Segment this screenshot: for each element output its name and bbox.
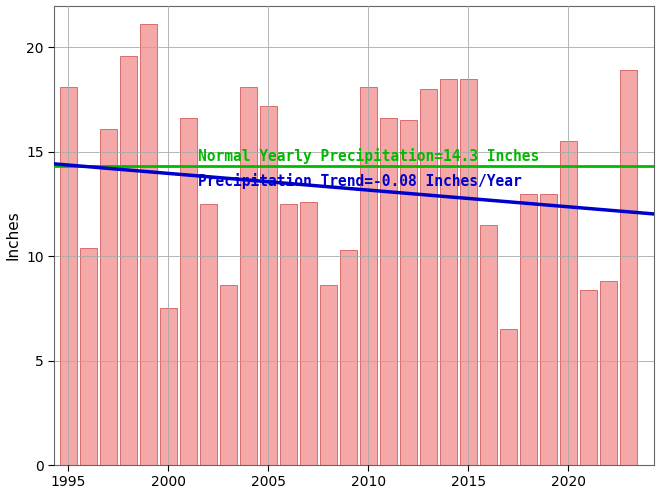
Bar	[540, 194, 557, 465]
Bar	[420, 89, 437, 465]
Bar	[379, 118, 397, 465]
Text: Precipitation Trend=-0.08 Inches/Year: Precipitation Trend=-0.08 Inches/Year	[198, 173, 522, 189]
Bar	[320, 286, 337, 465]
Bar	[620, 70, 637, 465]
Bar	[460, 79, 477, 465]
Bar	[520, 194, 537, 465]
Bar	[160, 308, 177, 465]
Bar	[400, 120, 417, 465]
Bar	[180, 118, 197, 465]
Bar	[220, 286, 237, 465]
Bar	[240, 87, 257, 465]
Bar	[280, 204, 297, 465]
Bar	[59, 87, 77, 465]
Bar	[600, 281, 617, 465]
Bar	[300, 202, 317, 465]
Bar	[580, 290, 597, 465]
Bar	[560, 141, 577, 465]
Bar	[140, 24, 156, 465]
Bar	[480, 225, 497, 465]
Bar	[80, 248, 96, 465]
Bar	[500, 329, 517, 465]
Bar	[100, 129, 117, 465]
Bar	[340, 250, 357, 465]
Bar	[440, 79, 457, 465]
Y-axis label: Inches: Inches	[5, 210, 20, 260]
Bar	[360, 87, 377, 465]
Bar	[119, 55, 137, 465]
Bar	[260, 106, 277, 465]
Bar	[200, 204, 216, 465]
Text: Normal Yearly Precipitation=14.3 Inches: Normal Yearly Precipitation=14.3 Inches	[198, 148, 539, 164]
